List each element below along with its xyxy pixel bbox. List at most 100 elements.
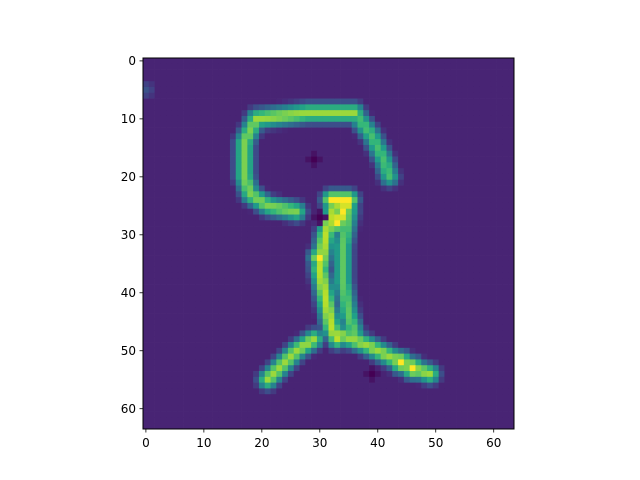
heatmap-cell — [438, 168, 445, 175]
heatmap-cell — [392, 313, 399, 320]
heatmap-cell — [351, 214, 358, 221]
heatmap-cell — [143, 220, 150, 227]
heatmap-cell — [409, 75, 416, 82]
heatmap-cell — [485, 237, 492, 244]
heatmap-cell — [340, 237, 347, 244]
heatmap-cell — [287, 92, 295, 99]
heatmap-cell — [357, 255, 364, 262]
heatmap-cell — [322, 104, 329, 111]
heatmap-cell — [508, 417, 515, 424]
heatmap-cell — [293, 139, 300, 146]
heatmap-cell — [363, 115, 370, 123]
heatmap-cell — [311, 400, 318, 407]
heatmap-cell — [195, 324, 202, 331]
heatmap-cell — [316, 162, 324, 169]
heatmap-cell — [432, 110, 439, 117]
heatmap-cell — [316, 307, 324, 314]
heatmap-cell — [235, 324, 242, 331]
heatmap-cell — [235, 301, 242, 308]
heatmap-cell — [206, 220, 213, 227]
heatmap-cell — [374, 342, 382, 349]
heatmap-cell — [224, 63, 231, 70]
heatmap-cell — [357, 86, 364, 94]
heatmap-cell — [276, 110, 283, 117]
heatmap-cell — [345, 289, 353, 297]
heatmap-cell — [398, 144, 405, 152]
heatmap-cell — [409, 104, 416, 111]
heatmap-cell — [473, 63, 480, 70]
heatmap-cell — [438, 115, 445, 123]
heatmap-cell — [374, 371, 382, 378]
heatmap-cell — [258, 278, 266, 285]
heatmap-cell — [473, 365, 480, 372]
heatmap-cell — [490, 104, 497, 111]
heatmap-cell — [299, 382, 306, 389]
heatmap-cell — [293, 301, 300, 308]
heatmap-cell — [247, 359, 254, 366]
heatmap-cell — [386, 191, 393, 198]
heatmap-cell — [293, 75, 300, 82]
heatmap-cell — [450, 92, 457, 99]
heatmap-cell — [206, 58, 213, 65]
heatmap-cell — [409, 92, 416, 99]
heatmap-cell — [154, 301, 161, 308]
heatmap-cell — [467, 336, 474, 343]
heatmap-cell — [299, 162, 306, 169]
heatmap-cell — [374, 191, 382, 198]
heatmap-cell — [270, 336, 277, 343]
heatmap-cell — [450, 58, 457, 65]
heatmap-cell — [258, 405, 266, 412]
heatmap-cell — [287, 243, 295, 250]
heatmap-cell — [351, 266, 358, 273]
heatmap-cell — [143, 284, 150, 291]
heatmap-cell — [357, 289, 364, 297]
heatmap-cell — [235, 156, 242, 163]
heatmap-cell — [154, 289, 161, 297]
heatmap-cell — [177, 423, 184, 430]
heatmap-cell — [322, 208, 329, 215]
heatmap-cell — [409, 168, 416, 175]
heatmap-cell — [334, 220, 341, 227]
heatmap-cell — [253, 301, 260, 308]
heatmap-cell — [363, 260, 370, 268]
heatmap-cell — [403, 162, 411, 169]
heatmap-cell — [345, 133, 353, 140]
heatmap-cell — [334, 104, 341, 111]
heatmap-cell — [351, 260, 358, 268]
heatmap-cell — [427, 168, 434, 175]
heatmap-cell — [189, 208, 196, 215]
heatmap-cell — [508, 226, 515, 233]
heatmap-cell — [380, 58, 387, 65]
heatmap-cell — [160, 92, 167, 99]
heatmap-cell — [200, 104, 208, 111]
heatmap-cell — [444, 243, 451, 250]
heatmap-cell — [224, 185, 231, 192]
heatmap-cell — [345, 371, 353, 378]
heatmap-cell — [380, 63, 387, 70]
heatmap-cell — [357, 69, 364, 76]
heatmap-cell — [461, 260, 468, 268]
heatmap-cell — [311, 301, 318, 308]
heatmap-cell — [171, 284, 179, 291]
heatmap-cell — [479, 376, 486, 383]
heatmap-cell — [398, 371, 405, 378]
heatmap-cell — [490, 144, 497, 152]
heatmap-cell — [508, 104, 515, 111]
heatmap-cell — [409, 81, 416, 88]
heatmap-cell — [328, 144, 335, 152]
heatmap-cell — [403, 86, 411, 94]
heatmap-cell — [392, 255, 399, 262]
heatmap-cell — [427, 284, 434, 291]
heatmap-cell — [403, 353, 411, 360]
heatmap-cell — [247, 388, 254, 395]
heatmap-cell — [473, 150, 480, 157]
heatmap-cell — [264, 86, 271, 94]
heatmap-cell — [403, 313, 411, 320]
heatmap-cell — [218, 220, 225, 227]
heatmap-cell — [299, 278, 306, 285]
heatmap-cell — [212, 86, 219, 94]
heatmap-cell — [444, 191, 451, 198]
heatmap-cell — [287, 63, 295, 70]
heatmap-cell — [363, 104, 370, 111]
heatmap-cell — [200, 231, 208, 239]
